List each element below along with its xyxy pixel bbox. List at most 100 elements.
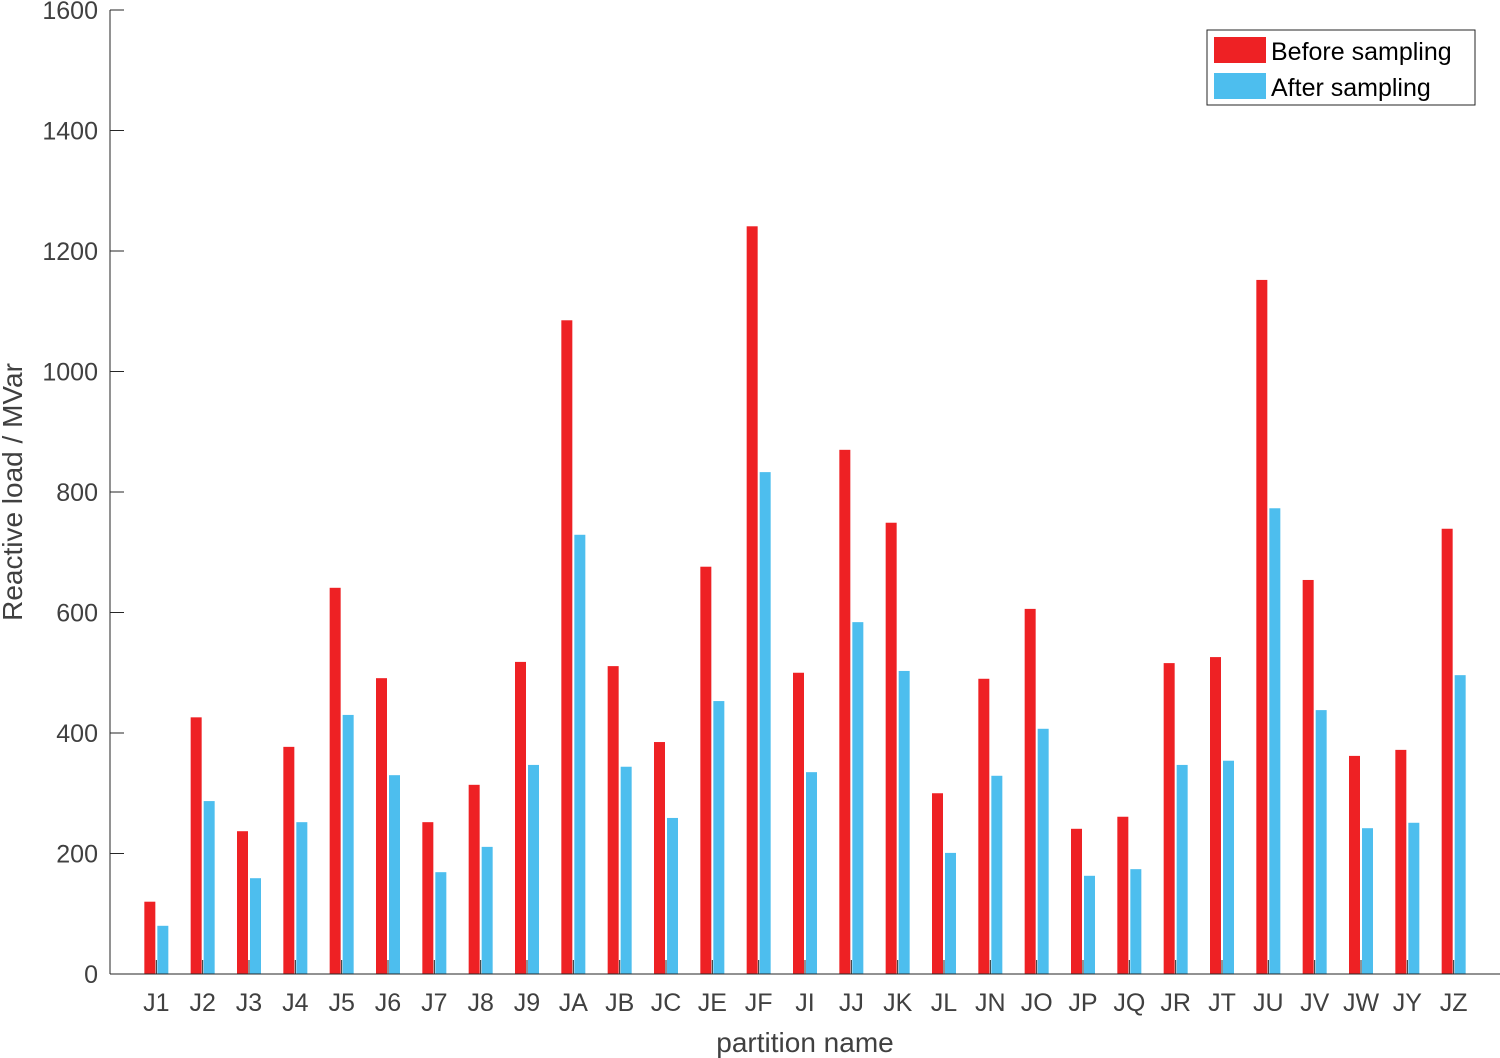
- axes: 0 200 400 600 800 1000 1200 1400 1600 J1 J2 J3 J4 J5 J…: [42, 0, 1500, 1017]
- x-tick-label: JP: [1068, 989, 1097, 1017]
- bar-before-JR: [1163, 663, 1175, 974]
- bar-after-JI: [806, 772, 817, 974]
- bar-before-JQ: [1117, 816, 1129, 974]
- bar-after-J9: [528, 764, 539, 974]
- x-tick-label: JB: [605, 989, 634, 1017]
- bar-after-JZ: [1454, 675, 1466, 974]
- bar-after-JQ: [1130, 869, 1142, 974]
- x-tick-label: J8: [467, 989, 493, 1017]
- y-tick-label: 1200: [42, 238, 98, 266]
- bar-before-J6: [376, 678, 387, 974]
- y-tick-label: 800: [56, 479, 98, 507]
- bar-before-JJ: [839, 449, 851, 974]
- bar-after-JW: [1362, 828, 1373, 974]
- bar-before-JT: [1210, 657, 1221, 974]
- x-tick-label: J1: [143, 989, 169, 1017]
- y-tick-label: 400: [56, 720, 98, 748]
- x-tick-label: J5: [328, 989, 354, 1017]
- bar-before-JZ: [1441, 528, 1453, 974]
- x-tick-label: JK: [883, 989, 913, 1017]
- bar-before-JV: [1302, 579, 1314, 974]
- bar-after-J8: [481, 846, 493, 974]
- bar-after-J2: [203, 801, 215, 974]
- bar-before-J9: [515, 661, 526, 974]
- y-axis-label: Reactive load / MVar: [0, 363, 28, 621]
- legend-label-before: Before sampling: [1271, 38, 1452, 66]
- x-tick-label: JE: [698, 989, 727, 1017]
- bar-before-JW: [1349, 755, 1360, 974]
- x-tick-label: JN: [975, 989, 1006, 1017]
- x-tick-label: JU: [1253, 989, 1284, 1017]
- bar-after-JK: [898, 670, 910, 974]
- y-tick-label: 600: [56, 600, 98, 628]
- x-tick-label: JF: [745, 989, 773, 1017]
- bar-before-JU: [1256, 279, 1268, 974]
- bar-after-JJ: [852, 622, 864, 974]
- bar-before-JK: [885, 522, 897, 974]
- bar-before-J2: [190, 717, 202, 974]
- bar-after-JB: [620, 766, 632, 974]
- bar-after-J5: [342, 714, 354, 974]
- bar-after-JL: [945, 852, 956, 974]
- bar-before-JE: [700, 566, 712, 974]
- x-tick-label: JC: [651, 989, 682, 1017]
- bar-after-J6: [389, 775, 400, 974]
- bar-before-J7: [422, 822, 434, 974]
- bar-after-JV: [1315, 710, 1327, 974]
- x-tick-label: JJ: [839, 989, 864, 1017]
- bar-before-JC: [654, 742, 665, 974]
- x-tick-label: J7: [421, 989, 447, 1017]
- x-tick-label: JV: [1300, 989, 1330, 1017]
- legend-swatch-after: [1214, 73, 1266, 99]
- bar-after-J1: [157, 925, 169, 974]
- y-tick-label: 200: [56, 841, 98, 869]
- x-tick-label: J9: [514, 989, 540, 1017]
- bar-after-JA: [574, 534, 586, 974]
- bar-before-JO: [1024, 608, 1036, 974]
- bars: [144, 226, 1466, 975]
- x-axis-label: partition name: [716, 1027, 893, 1058]
- bar-after-JP: [1084, 875, 1095, 974]
- x-tick-label: JO: [1021, 989, 1053, 1017]
- x-tick-label: JY: [1393, 989, 1423, 1017]
- bar-before-J3: [237, 831, 248, 974]
- x-tick-label: J4: [282, 989, 309, 1017]
- x-tick-label: J2: [189, 989, 215, 1017]
- x-tick-label: JI: [795, 989, 814, 1017]
- x-tick-label: JR: [1160, 989, 1191, 1017]
- bar-before-JA: [561, 320, 573, 975]
- bar-before-J5: [329, 587, 341, 974]
- bar-after-JU: [1269, 508, 1281, 974]
- legend: Before sampling After sampling: [1206, 29, 1476, 106]
- y-tick-label: 1600: [42, 0, 98, 25]
- bar-after-J3: [250, 878, 261, 974]
- bar-after-JR: [1176, 764, 1188, 974]
- bar-before-JY: [1395, 749, 1407, 974]
- x-tick-label: J6: [375, 989, 401, 1017]
- x-tick-label: JZ: [1440, 989, 1468, 1017]
- y-tick-label: 1000: [42, 359, 98, 387]
- bar-after-JY: [1408, 822, 1420, 974]
- y-tick-label: 0: [84, 961, 98, 989]
- x-tick-label: JQ: [1113, 989, 1145, 1017]
- legend-swatch-before: [1214, 37, 1266, 63]
- bar-before-J1: [144, 901, 156, 974]
- x-tick-label: JT: [1208, 989, 1236, 1017]
- bar-before-J8: [468, 784, 480, 974]
- bar-after-JT: [1223, 760, 1234, 974]
- bar-before-JN: [978, 678, 990, 974]
- bar-after-JF: [759, 472, 771, 974]
- bar-before-JP: [1071, 828, 1082, 974]
- x-tick-label: JW: [1343, 989, 1380, 1017]
- bar-after-JO: [1037, 728, 1049, 974]
- bar-before-JL: [932, 793, 943, 974]
- bar-before-JI: [793, 672, 804, 974]
- bar-after-J7: [435, 872, 447, 974]
- bar-after-JC: [667, 817, 678, 974]
- bar-before-J4: [283, 746, 295, 974]
- bar-after-JN: [991, 775, 1003, 974]
- legend-label-after: After sampling: [1271, 74, 1431, 102]
- bar-before-JF: [746, 226, 758, 975]
- y-tick-label: 1400: [42, 118, 98, 146]
